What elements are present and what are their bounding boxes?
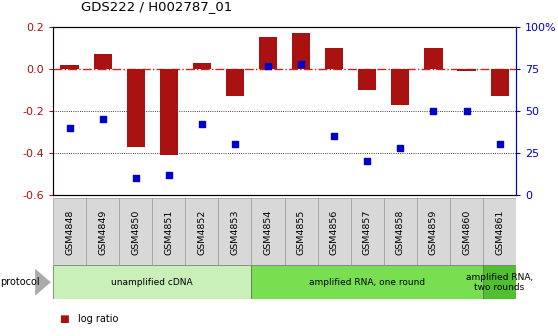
Text: GDS222 / H002787_01: GDS222 / H002787_01 — [81, 0, 232, 13]
Point — [164, 172, 173, 177]
Text: GSM4853: GSM4853 — [230, 209, 239, 255]
Bar — [458, 69, 475, 71]
Bar — [483, 265, 516, 299]
Text: log ratio: log ratio — [78, 314, 118, 324]
Text: protocol: protocol — [1, 277, 40, 287]
Bar — [490, 69, 509, 96]
Bar — [252, 198, 285, 265]
Bar — [53, 198, 86, 265]
Point — [396, 145, 405, 151]
Point — [297, 61, 306, 67]
Bar — [185, 198, 218, 265]
Text: GSM4860: GSM4860 — [462, 209, 471, 255]
Point — [65, 125, 74, 130]
Point — [131, 175, 140, 181]
Polygon shape — [35, 269, 51, 296]
Bar — [94, 54, 112, 69]
Bar — [285, 198, 318, 265]
Bar — [358, 69, 377, 90]
Text: GSM4850: GSM4850 — [131, 209, 140, 255]
Bar — [160, 69, 178, 155]
Text: GSM4861: GSM4861 — [495, 209, 504, 255]
Text: GSM4848: GSM4848 — [65, 209, 74, 255]
Bar — [391, 69, 410, 104]
Bar — [424, 48, 442, 69]
Bar — [119, 198, 152, 265]
Bar — [483, 198, 516, 265]
Text: GSM4858: GSM4858 — [396, 209, 405, 255]
Text: GSM4857: GSM4857 — [363, 209, 372, 255]
Bar — [318, 198, 351, 265]
Text: GSM4855: GSM4855 — [297, 209, 306, 255]
Point — [98, 117, 107, 122]
Point — [330, 133, 339, 139]
Point — [230, 142, 239, 147]
Point — [495, 142, 504, 147]
Bar — [127, 69, 145, 146]
Bar — [60, 65, 79, 69]
Text: GSM4851: GSM4851 — [164, 209, 174, 255]
Bar — [193, 62, 211, 69]
Text: unamplified cDNA: unamplified cDNA — [112, 278, 193, 287]
Text: GSM4854: GSM4854 — [263, 209, 272, 255]
Point — [363, 159, 372, 164]
Bar — [417, 198, 450, 265]
Point — [462, 108, 471, 114]
Bar — [384, 198, 417, 265]
Bar — [152, 198, 185, 265]
Bar — [351, 198, 384, 265]
Point — [263, 63, 272, 68]
Point — [429, 108, 438, 114]
Text: GSM4859: GSM4859 — [429, 209, 438, 255]
Bar — [450, 198, 483, 265]
Point — [198, 122, 206, 127]
Bar — [252, 265, 483, 299]
Text: GSM4856: GSM4856 — [330, 209, 339, 255]
Bar — [259, 37, 277, 69]
Bar — [292, 33, 310, 69]
Text: GSM4849: GSM4849 — [98, 209, 107, 255]
Text: ■: ■ — [59, 314, 68, 324]
Bar — [86, 198, 119, 265]
Text: amplified RNA, one round: amplified RNA, one round — [309, 278, 425, 287]
Bar — [218, 198, 252, 265]
Bar — [325, 48, 343, 69]
Text: amplified RNA,
two rounds: amplified RNA, two rounds — [466, 272, 533, 292]
Bar — [53, 265, 252, 299]
Bar — [226, 69, 244, 96]
Text: GSM4852: GSM4852 — [198, 209, 206, 255]
